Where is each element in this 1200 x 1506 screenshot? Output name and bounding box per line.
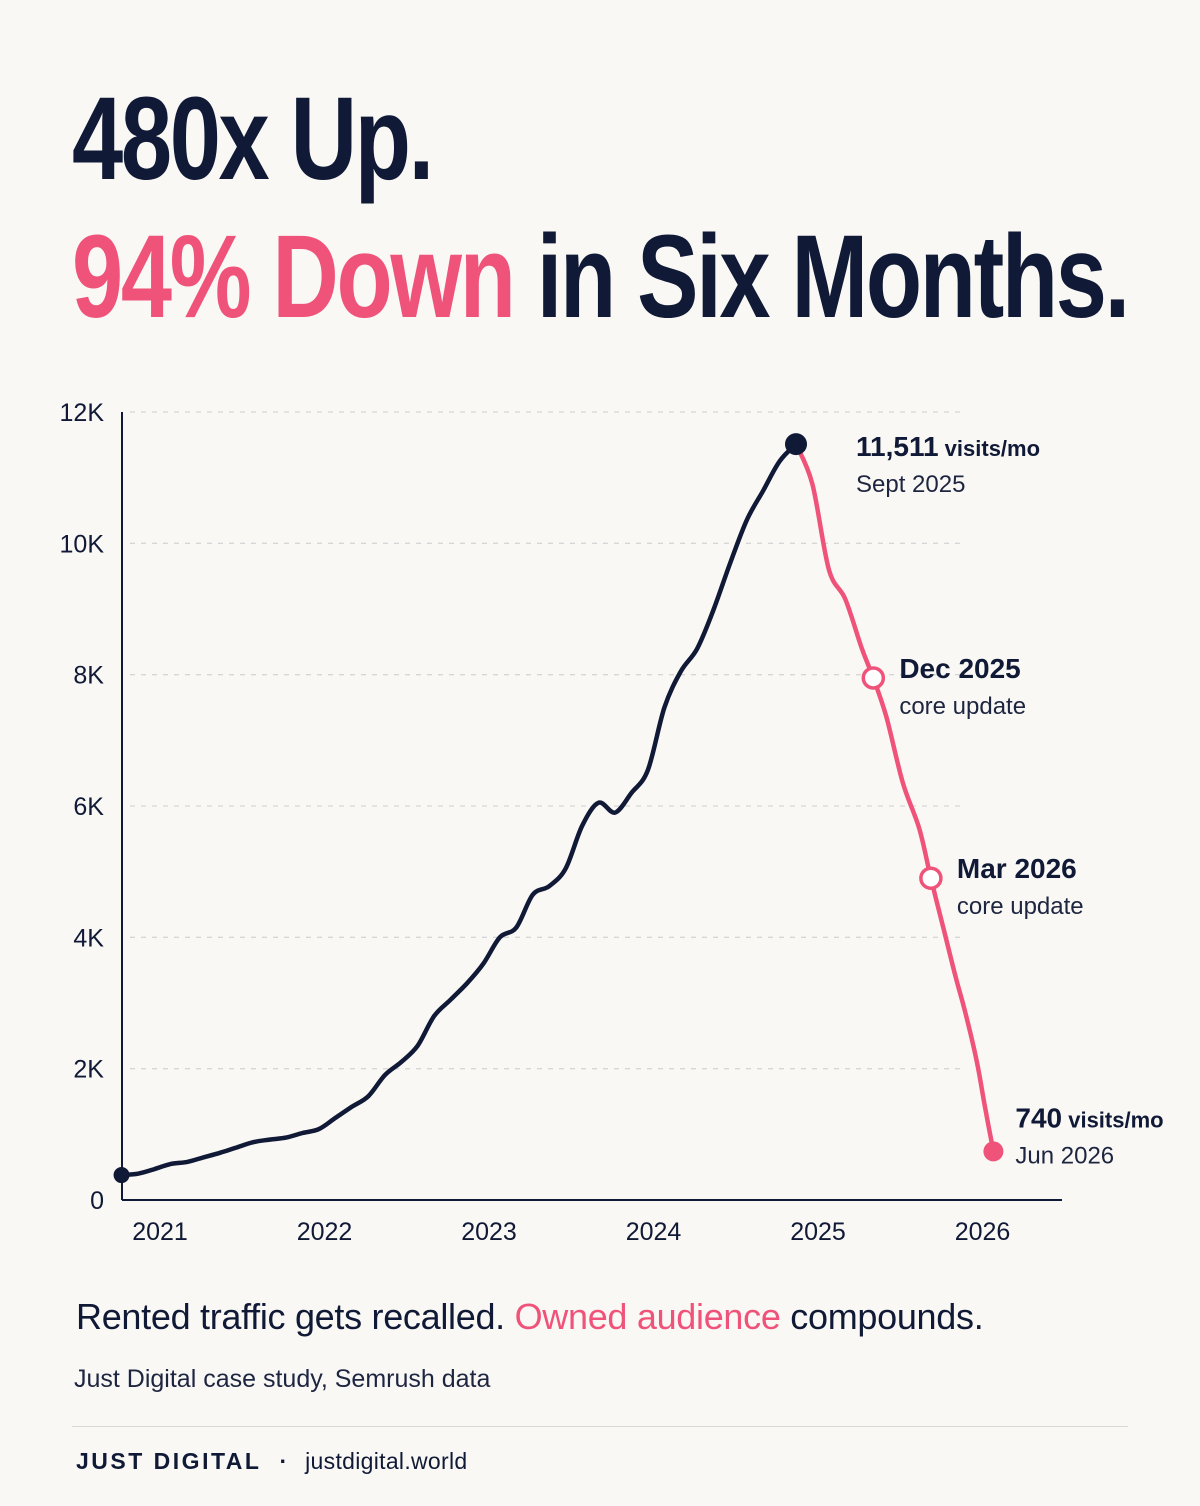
source-note: Just Digital case study, Semrush data	[74, 1365, 491, 1393]
series-line-decline	[793, 441, 996, 1154]
annotation-point	[785, 433, 807, 456]
annotation-point	[861, 666, 886, 690]
annotation-subtitle: Jun 2026	[1015, 1142, 1114, 1169]
annotation-subtitle: Sept 2025	[856, 471, 965, 498]
footer-divider	[72, 1426, 1128, 1427]
x-tick-label: 2022	[297, 1218, 353, 1246]
annotation-subtitle: core update	[957, 893, 1084, 920]
annotation-point	[919, 866, 943, 890]
y-tick-label: 8K	[73, 662, 104, 690]
y-tick-label: 4K	[73, 924, 104, 952]
headline-accent: 94% Down	[72, 211, 516, 343]
annotation-title: Mar 2026	[957, 853, 1077, 884]
annotation-subtitle: core update	[899, 693, 1026, 720]
x-tick-label: 2021	[132, 1218, 188, 1246]
x-tick-label: 2025	[790, 1218, 846, 1246]
footer-url[interactable]: justdigital.world	[305, 1448, 468, 1474]
annotation-point	[983, 1141, 1004, 1162]
x-tick-label: 2024	[626, 1218, 682, 1246]
headline: 480x Up. 94% Down in Six Months.	[72, 70, 1130, 346]
x-tick-label: 2026	[955, 1218, 1011, 1246]
series-start-point	[113, 1167, 130, 1184]
footer: JUST DIGITAL · justdigital.world	[76, 1448, 467, 1475]
tagline-accent: Owned audience	[514, 1296, 781, 1337]
tagline: Rented traffic gets recalled. Owned audi…	[76, 1296, 984, 1338]
y-tick-label: 2K	[73, 1056, 104, 1084]
series-line-rise	[119, 441, 799, 1178]
annotation-title: 11,511 visits/mo	[856, 431, 1040, 462]
y-tick-label: 10K	[60, 530, 105, 558]
tagline-part-2: compounds.	[780, 1296, 984, 1337]
y-tick-label: 12K	[60, 399, 105, 427]
headline-line-2-rest: in Six Months.	[513, 211, 1130, 343]
tagline-part-1: Rented traffic gets recalled.	[76, 1296, 515, 1337]
traffic-line-chart: 0 2K 4K 6K 8K 10K 12K 2021 2022 2023 2024 2025 2026 1…	[60, 399, 1164, 1246]
x-tick-label: 2023	[461, 1218, 517, 1246]
annotation-title: 740 visits/mo	[1015, 1102, 1163, 1133]
y-tick-label: 0	[90, 1187, 104, 1215]
footer-brand: JUST DIGITAL	[76, 1448, 262, 1474]
y-tick-label: 6K	[73, 793, 104, 821]
footer-separator: ·	[279, 1448, 288, 1474]
annotation-title: Dec 2025	[899, 653, 1020, 684]
headline-line-1: 480x Up.	[72, 73, 434, 205]
